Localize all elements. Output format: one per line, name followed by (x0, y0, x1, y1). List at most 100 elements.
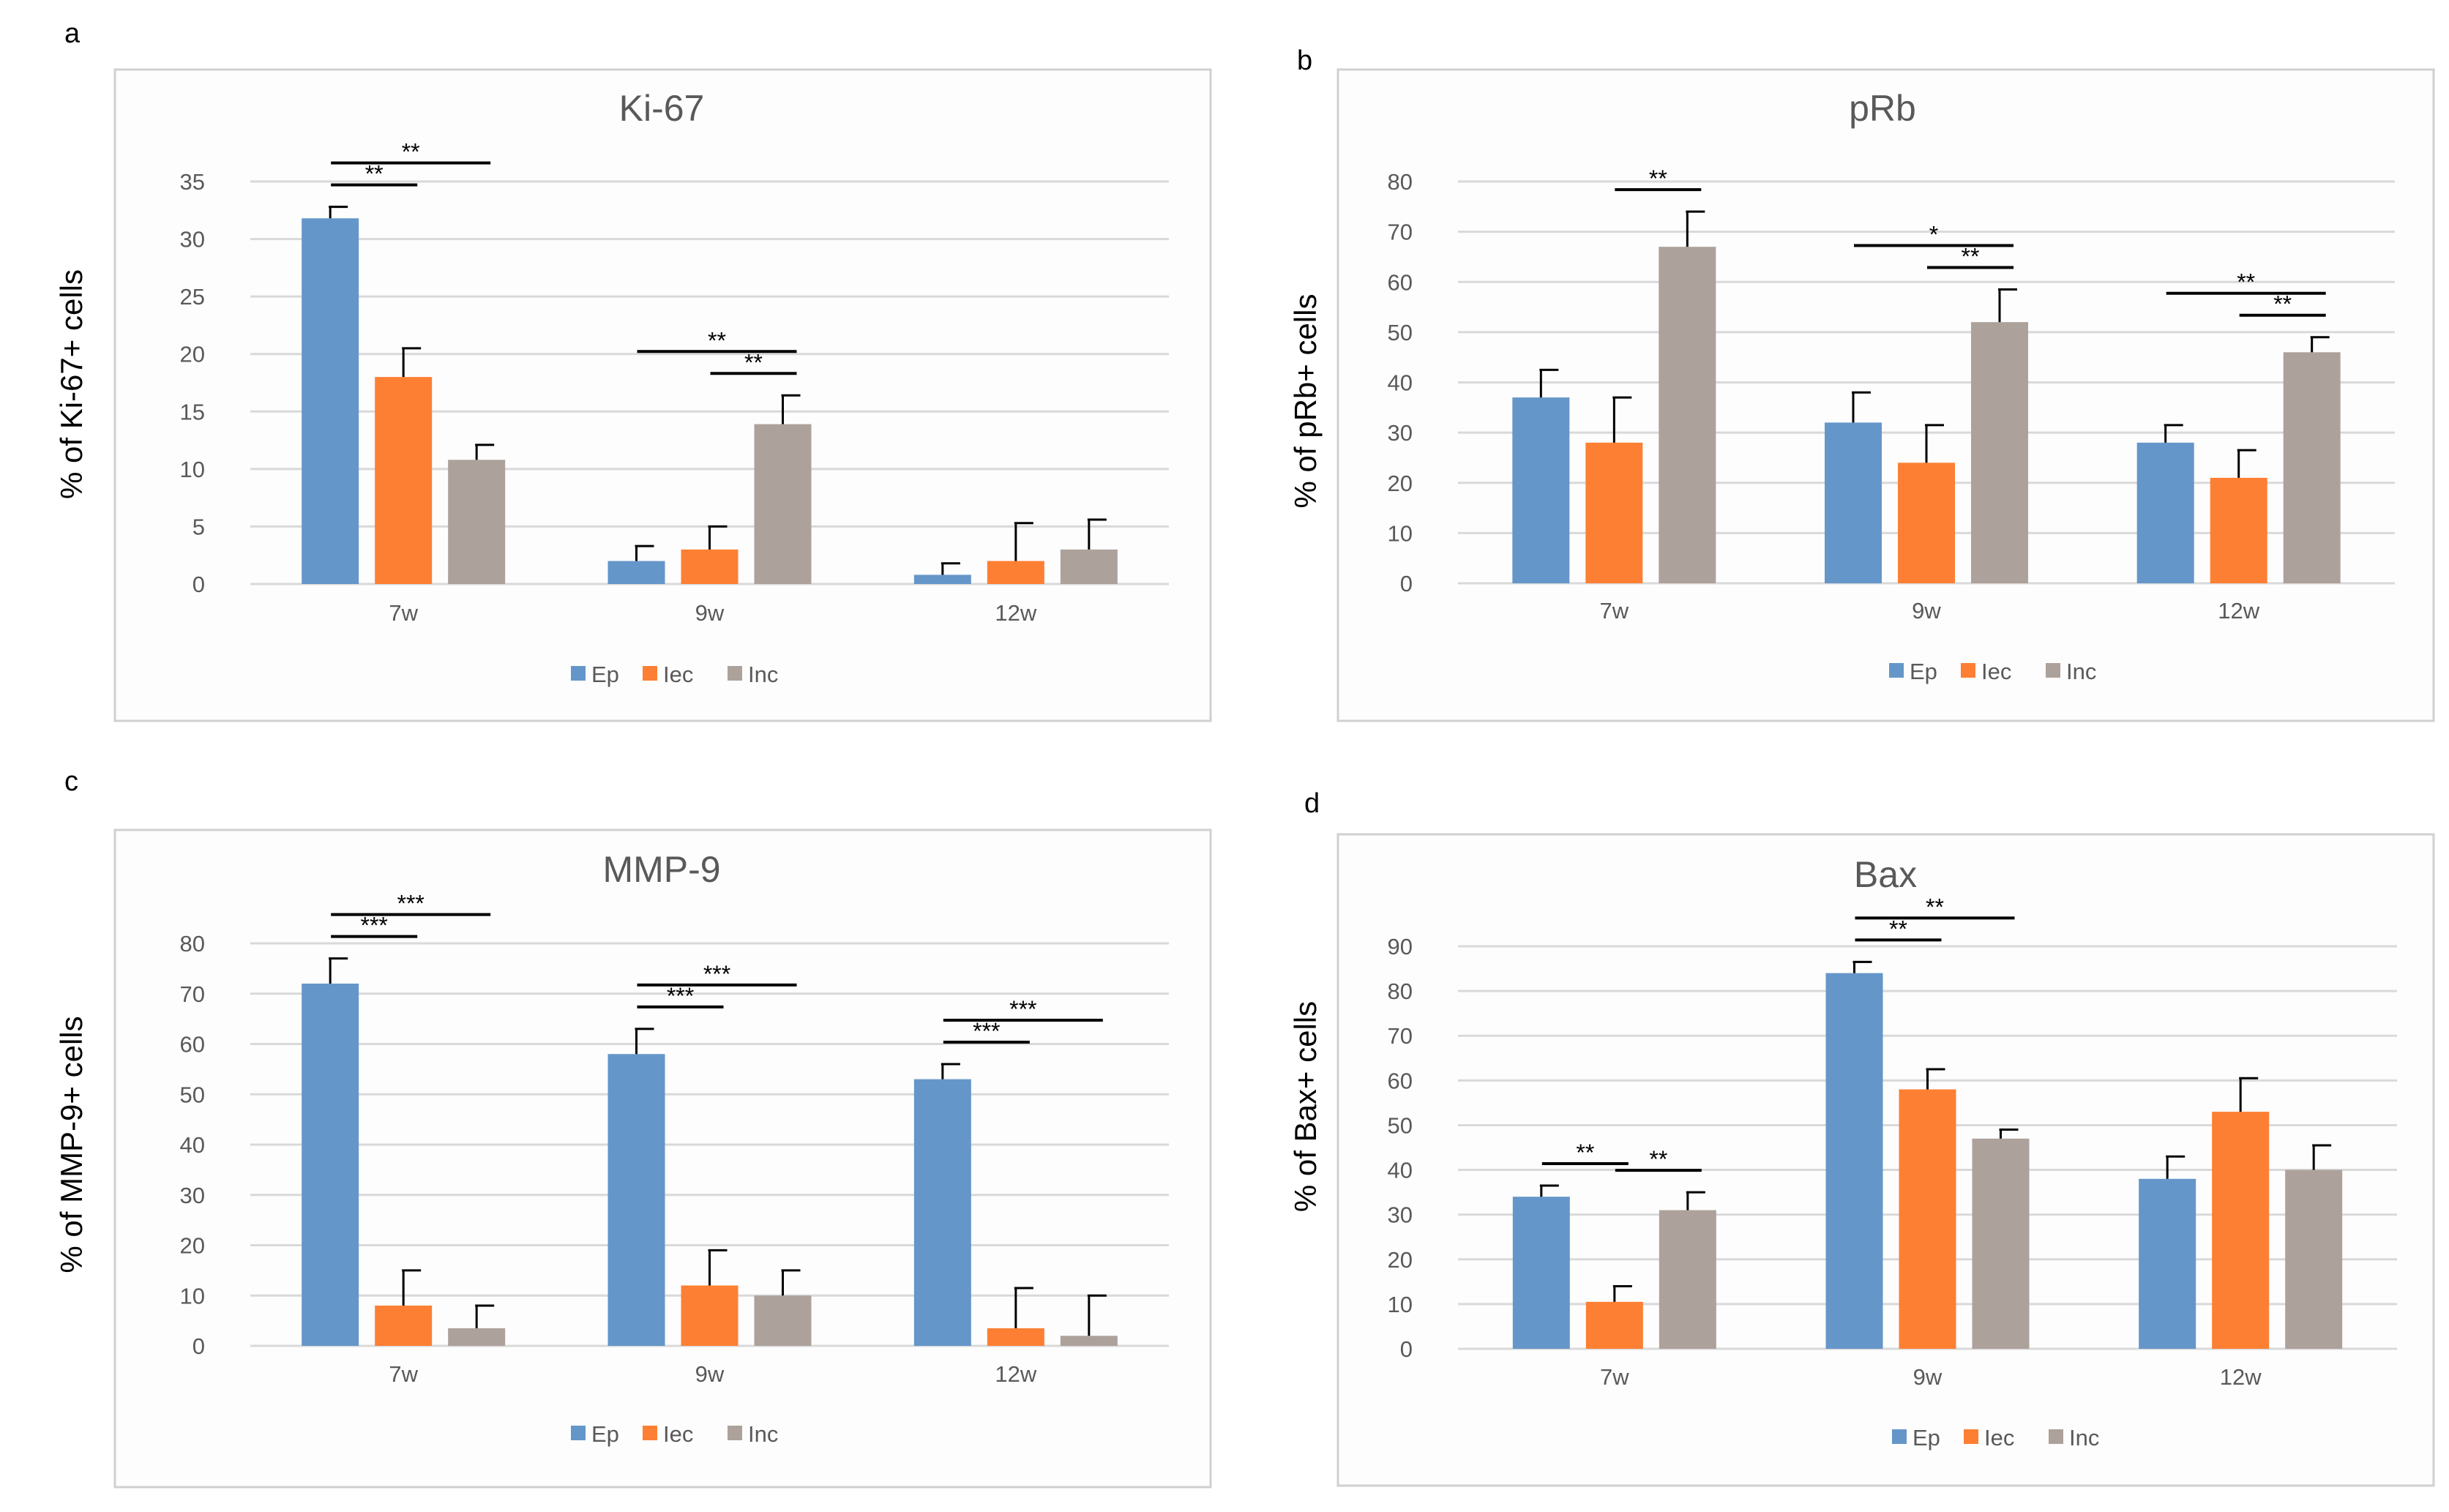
y-tick-label: 60 (1388, 269, 1413, 295)
y-tick-label: 80 (1388, 978, 1413, 1004)
bar-ep-12w (2139, 1178, 2196, 1349)
y-tick-label: 20 (180, 1233, 205, 1259)
significance-label: * (1929, 222, 1938, 248)
y-tick-label: 20 (180, 342, 205, 367)
legend-label-iec: Iec (663, 662, 693, 687)
x-tick-label: 7w (389, 1361, 418, 1387)
y-tick-label: 10 (1388, 1292, 1413, 1317)
y-tick-label: 5 (192, 514, 205, 539)
chart-title: Ki-67 (619, 88, 705, 129)
y-tick-label: 10 (180, 1283, 205, 1309)
panel-d: d Bax % of Bax+ cells 0 10 20 30 40 50 60 70 80 90 7w… (1288, 788, 2435, 1487)
bar-inc-9w (754, 1295, 812, 1346)
chart-frame (1336, 833, 2435, 1487)
bar-inc-9w (754, 424, 812, 584)
bar-inc-12w (2285, 1169, 2343, 1349)
legend-label-inc: Inc (2066, 659, 2096, 684)
bar-iec-7w (1585, 1301, 1643, 1349)
bar-ep-7w (302, 984, 359, 1346)
x-tick-label: 12w (2220, 1364, 2262, 1390)
y-axis-label: % of pRb+ cells (1288, 294, 1323, 509)
legend-swatch-iec (643, 666, 657, 681)
panel-letter: b (1297, 45, 1312, 76)
panel-a: a Ki-67 % of Ki-67+ cells 0 5 10 15 20 25 30 35 7w 9… (54, 18, 1212, 722)
legend-label-inc: Inc (2069, 1425, 2099, 1451)
y-tick-label: 80 (1388, 169, 1413, 195)
legend-label-ep: Ep (591, 662, 619, 687)
significance-label: ** (1649, 1146, 1667, 1172)
bar-inc-9w (1971, 322, 2028, 583)
significance-label: ** (744, 349, 763, 375)
y-tick-label: 25 (180, 284, 205, 310)
legend-swatch-ep (571, 666, 586, 681)
legend-label-ep: Ep (1913, 1425, 1940, 1451)
y-tick-label: 30 (180, 227, 205, 252)
significance-label: *** (1009, 996, 1036, 1022)
significance-label: *** (703, 961, 730, 987)
legend-swatch-iec (1961, 663, 1975, 678)
y-tick-label: 0 (192, 1333, 205, 1359)
chart-title: MMP-9 (602, 849, 720, 890)
bar-inc-9w (1972, 1138, 2030, 1349)
y-tick-label: 0 (1400, 1336, 1413, 1362)
legend-swatch-inc (2049, 1429, 2063, 1444)
bar-inc-7w (1659, 1210, 1716, 1349)
significance-label: *** (973, 1018, 1000, 1044)
y-tick-label: 30 (1388, 1202, 1413, 1228)
legend-label-ep: Ep (1910, 659, 1937, 684)
legend-label-iec: Iec (663, 1421, 693, 1447)
bar-inc-7w (448, 1328, 506, 1346)
bar-ep-12w (913, 1079, 971, 1346)
bar-iec-12w (2212, 1112, 2270, 1349)
bar-ep-12w (2136, 442, 2194, 583)
y-axis-label: % of Ki-67+ cells (54, 269, 89, 499)
chart-frame (1336, 68, 2435, 722)
x-tick-label: 9w (695, 1361, 725, 1387)
bar-iec-7w (375, 377, 433, 584)
panel-b: b pRb % of pRb+ cells 0 10 20 30 40 50 60 70 80 7w 9w… (1288, 45, 2435, 722)
y-tick-label: 70 (180, 981, 205, 1007)
bar-ep-9w (1825, 973, 1883, 1349)
y-tick-label: 0 (1400, 571, 1413, 596)
panel-letter: c (64, 766, 78, 797)
legend-label-inc: Inc (748, 1421, 778, 1447)
y-tick-label: 20 (1388, 471, 1413, 496)
legend-label-inc: Inc (748, 662, 778, 687)
y-tick-label: 40 (180, 1132, 205, 1158)
bar-iec-12w (2210, 477, 2267, 583)
bar-inc-12w (1060, 549, 1118, 584)
legend-swatch-inc (728, 1426, 742, 1440)
bar-ep-9w (607, 561, 665, 584)
legend-swatch-inc (728, 666, 742, 681)
significance-label: ** (1962, 244, 1980, 270)
y-tick-label: 60 (1388, 1068, 1413, 1093)
y-tick-label: 80 (180, 931, 205, 957)
bar-inc-7w (1659, 247, 1716, 583)
bar-iec-12w (987, 561, 1044, 584)
legend-swatch-ep (1889, 663, 1904, 678)
chart-title: pRb (1849, 88, 1916, 129)
y-tick-label: 50 (1388, 320, 1413, 345)
legend-label-iec: Iec (1981, 659, 2011, 684)
legend-swatch-ep (571, 1426, 586, 1440)
bar-ep-7w (302, 218, 359, 584)
bar-ep-12w (913, 575, 971, 584)
chart-frame (113, 68, 1212, 722)
legend-swatch-iec (643, 1426, 657, 1440)
bar-inc-12w (1060, 1336, 1118, 1346)
y-tick-label: 50 (180, 1082, 205, 1107)
y-tick-label: 40 (1388, 1158, 1413, 1183)
bar-iec-9w (1898, 463, 1955, 583)
panel-letter: a (64, 18, 81, 49)
y-tick-label: 15 (180, 399, 205, 424)
bar-inc-12w (2283, 352, 2341, 583)
x-tick-label: 7w (1600, 598, 1629, 624)
y-axis-label: % of Bax+ cells (1288, 1001, 1323, 1212)
legend-label-iec: Iec (1984, 1425, 2014, 1451)
significance-label: *** (397, 891, 424, 917)
x-tick-label: 9w (1913, 1364, 1943, 1390)
y-tick-label: 10 (180, 457, 205, 482)
bar-ep-7w (1512, 1197, 1570, 1349)
x-tick-label: 7w (389, 600, 418, 626)
x-tick-label: 12w (2218, 598, 2259, 624)
